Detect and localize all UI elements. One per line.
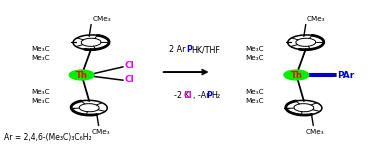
- Text: Me₃C: Me₃C: [31, 89, 50, 95]
- Text: , -Ar: , -Ar: [193, 91, 209, 100]
- Text: Me₃C: Me₃C: [31, 55, 50, 61]
- Text: CMe₃: CMe₃: [92, 15, 111, 21]
- Text: HK/THF: HK/THF: [191, 45, 220, 54]
- Text: Ar = 2,4,6-(Me₃C)₃C₆H₂: Ar = 2,4,6-(Me₃C)₃C₆H₂: [5, 133, 92, 142]
- Text: Me₃C: Me₃C: [246, 55, 264, 61]
- Text: P: P: [207, 91, 212, 100]
- Text: Cl: Cl: [184, 91, 193, 100]
- Text: 2 Ar: 2 Ar: [169, 45, 186, 54]
- Text: Me₃C: Me₃C: [31, 46, 50, 52]
- Circle shape: [284, 70, 309, 80]
- Text: Me₃C: Me₃C: [246, 46, 264, 52]
- Text: Th: Th: [290, 70, 302, 80]
- Text: Th: Th: [76, 70, 88, 80]
- Text: Cl: Cl: [125, 75, 135, 84]
- Text: Me₃C: Me₃C: [31, 98, 50, 104]
- Text: H₂: H₂: [211, 91, 220, 100]
- Text: Me₃C: Me₃C: [246, 98, 264, 104]
- Text: CMe₃: CMe₃: [307, 15, 325, 21]
- Text: CMe₃: CMe₃: [91, 129, 110, 135]
- Text: Me₃C: Me₃C: [246, 89, 264, 95]
- Text: PAr: PAr: [337, 70, 354, 80]
- Circle shape: [69, 70, 94, 80]
- Text: Cl: Cl: [125, 61, 135, 70]
- Text: CMe₃: CMe₃: [306, 129, 324, 135]
- Text: P: P: [186, 45, 192, 54]
- Text: -2 K: -2 K: [174, 91, 189, 100]
